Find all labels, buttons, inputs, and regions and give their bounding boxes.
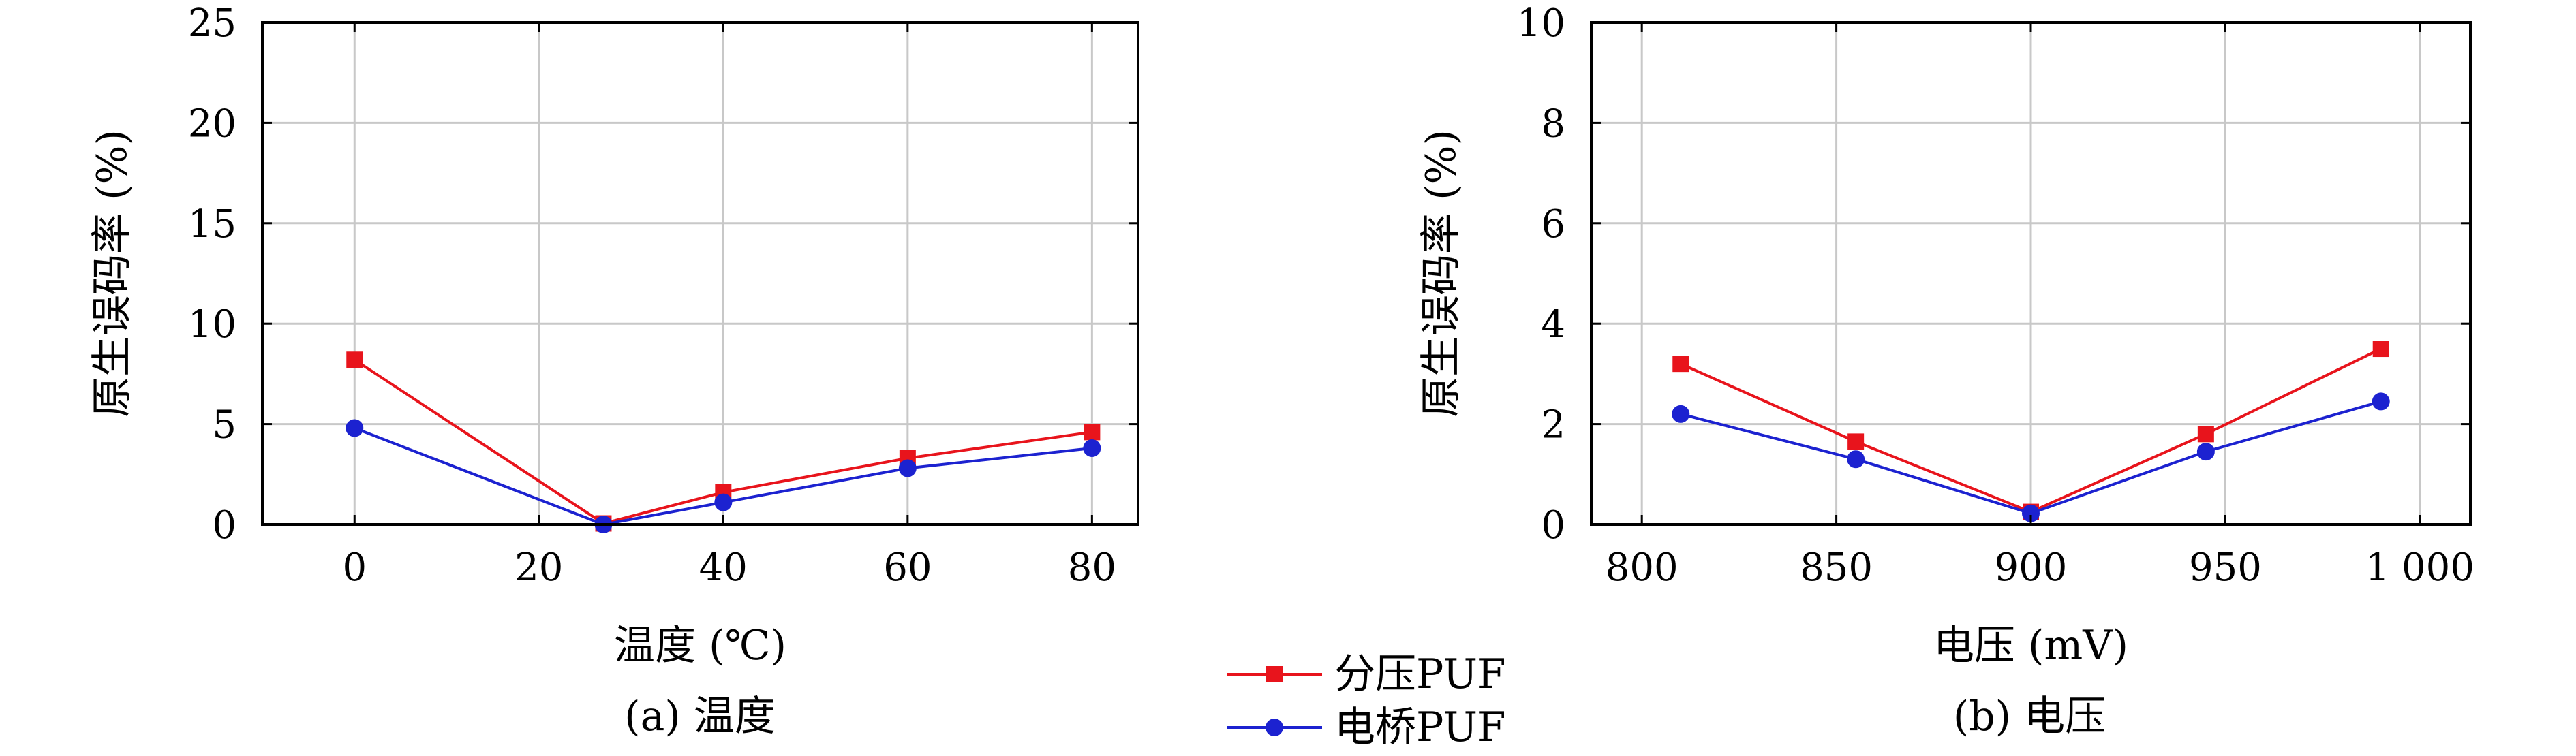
legend-marker — [1266, 719, 1283, 736]
x-tick-label: 850 — [1800, 546, 1873, 590]
plot-frame — [261, 21, 1139, 526]
x-axis-label: 电压 (mV) — [1933, 622, 2128, 670]
x-tick-label: 40 — [699, 546, 748, 590]
data-point — [2196, 443, 2215, 461]
chart-panel-b: 800 850 900 950 1 000 0 2 4 6 8 10 电压 (mV) 原生误码率 (%)… — [1417, 1, 2474, 740]
y-tick-label: 4 — [1541, 302, 1565, 347]
legend-marker — [1266, 666, 1283, 682]
y-tick-label: 0 — [212, 503, 236, 548]
chart-caption: (a) 温度 — [624, 693, 776, 740]
data-point — [346, 419, 364, 437]
y-tick-label: 20 — [188, 101, 236, 146]
data-point — [1847, 450, 1865, 469]
legend-label: 分压PUF — [1334, 650, 1506, 698]
y-tick-label: 10 — [188, 302, 236, 347]
data-point — [2022, 504, 2040, 522]
data-point — [1084, 424, 1101, 441]
x-tick-label: 900 — [1995, 546, 2068, 590]
y-tick-label: 25 — [188, 1, 236, 46]
x-tick-label: 20 — [515, 546, 563, 590]
data-point — [714, 493, 733, 511]
x-tick-label: 60 — [883, 546, 932, 590]
x-tick-label: 950 — [2189, 546, 2262, 590]
chart-caption: (b) 电压 — [1953, 693, 2106, 740]
chart-panel-a: 0 20 40 60 80 0 5 10 15 20 25 温度 (℃) 原生误码率 (%) (a) 温度 — [89, 1, 1139, 740]
data-point — [898, 459, 917, 477]
data-point — [2372, 392, 2390, 411]
x-tick-label: 80 — [1068, 546, 1116, 590]
data-point — [1672, 405, 1690, 423]
x-axis-label: 温度 (℃) — [614, 622, 786, 670]
y-tick-label: 10 — [1517, 1, 1565, 46]
x-tick-label: 0 — [342, 546, 367, 590]
y-tick-label: 2 — [1541, 403, 1565, 447]
legend: 分压PUF 电桥PUF — [1227, 650, 1506, 751]
data-point — [1847, 433, 1865, 450]
y-tick-label: 6 — [1541, 202, 1565, 247]
data-point — [2372, 341, 2389, 358]
y-tick-label: 8 — [1541, 101, 1565, 146]
y-tick-label: 5 — [212, 403, 236, 447]
data-point — [2197, 426, 2214, 443]
x-tick-label: 800 — [1606, 546, 1678, 590]
data-point — [346, 351, 363, 368]
data-point — [1083, 439, 1101, 457]
y-tick-label: 15 — [188, 202, 236, 247]
y-tick-label: 0 — [1541, 503, 1565, 548]
y-axis-label: 原生误码率 (%) — [1417, 129, 1465, 418]
x-tick-label: 1 000 — [2365, 546, 2474, 590]
data-point — [1672, 356, 1689, 373]
y-axis-label: 原生误码率 (%) — [89, 129, 136, 418]
legend-label: 电桥PUF — [1334, 704, 1506, 751]
